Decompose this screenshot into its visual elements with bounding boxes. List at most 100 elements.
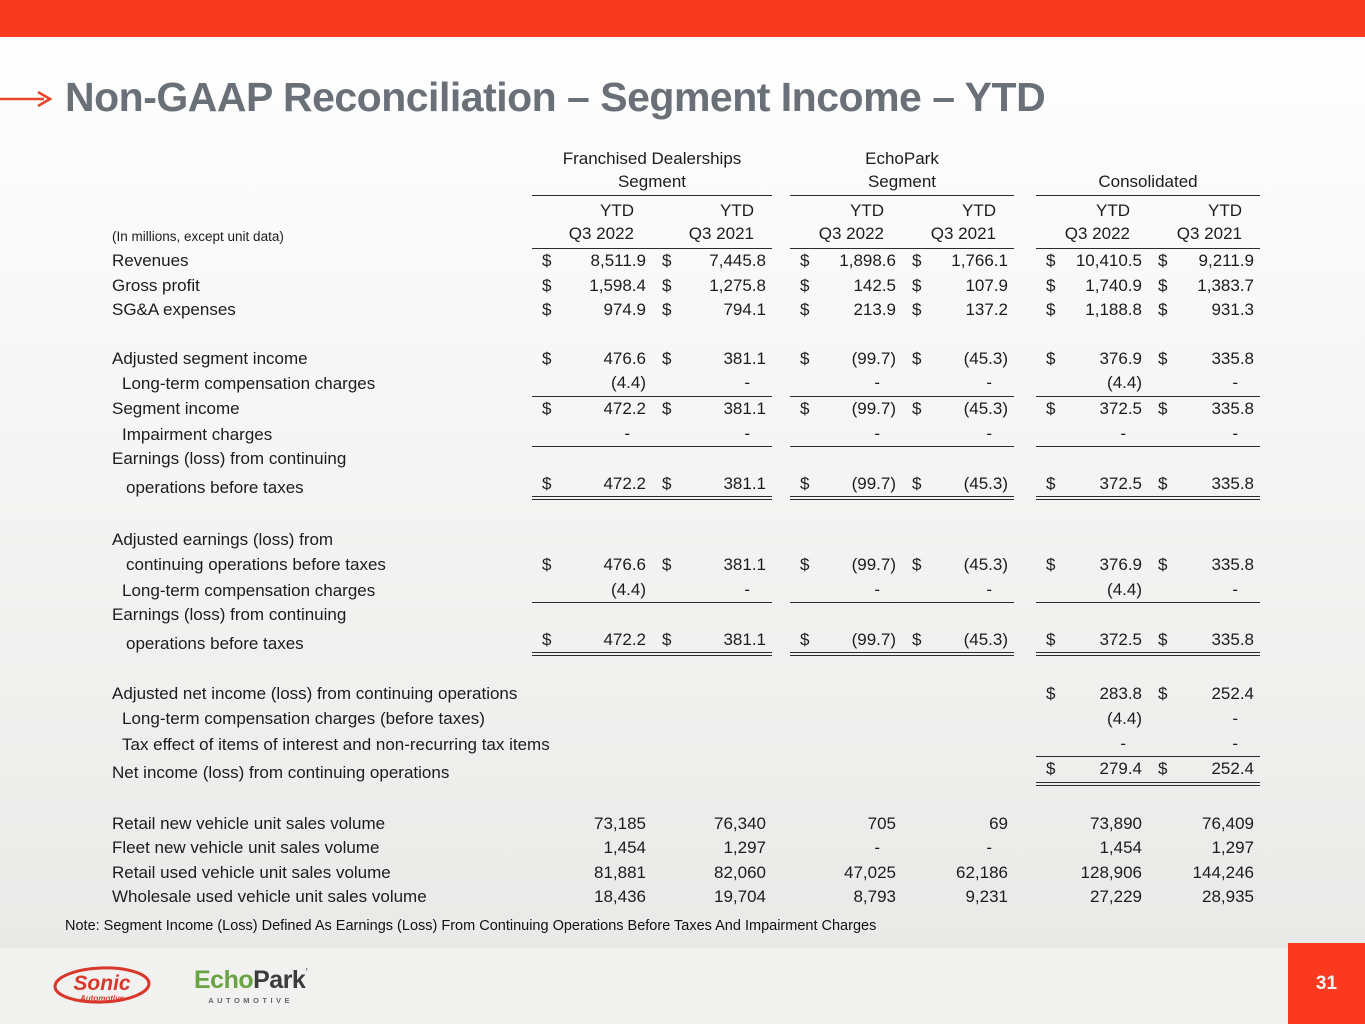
table-row: Adjusted earnings (loss) from: [112, 528, 1262, 553]
row-label: Wholesale used vehicle unit sales volume: [112, 887, 427, 907]
value-cell: $ (45.3): [912, 348, 1008, 368]
value-cell: 62,186: [956, 862, 1008, 882]
group-2-cells: $ (99.7) $ (45.3): [790, 397, 1014, 422]
table-header-groups: Franchised Dealerships Segment EchoPark …: [112, 145, 1262, 196]
value-cell: $376.9: [1046, 348, 1142, 368]
value-cell: $142.5: [800, 275, 896, 295]
period-cell: YTD: [1208, 201, 1242, 220]
table-row: Earnings (loss) from continuing: [112, 447, 1262, 472]
value-cell: $376.9: [1046, 554, 1142, 574]
group-2-cells: --: [790, 422, 1014, 448]
group-1-cells: (4.4) -: [532, 578, 772, 604]
value-cell: -: [874, 838, 880, 858]
value-cell: $1,766.1: [912, 251, 1008, 270]
group-1-cells: $1,598.4 $1,275.8: [532, 274, 772, 299]
group-header-franchised: Franchised Dealerships Segment: [532, 145, 772, 196]
units-note: (In millions, except unit data): [112, 229, 284, 244]
value-cell: (4.4): [1107, 579, 1142, 599]
group-1-cells: $476.6 $381.1: [532, 553, 772, 578]
table-row: Revenues $8,511.9 $7,445.8 $1,898.6 $1,766.1…: [112, 249, 1262, 274]
group-3-cells: 1,454 1,297: [1036, 836, 1260, 861]
value-cell: $1,740.9: [1046, 275, 1142, 295]
quarter-cell: Q3 2022: [568, 224, 634, 243]
group-2-cells: $142.5 $107.9: [790, 274, 1014, 299]
quarter-cell: Q3 2022: [1064, 224, 1130, 243]
row-label: Segment income: [112, 398, 240, 418]
group-3-cells: 27,229 28,935: [1036, 885, 1260, 910]
group-3-cells: $372.5 $335.8: [1036, 397, 1260, 422]
table-body: Revenues $8,511.9 $7,445.8 $1,898.6 $1,766.1…: [112, 249, 1262, 910]
value-cell: 9,231: [965, 887, 1008, 907]
value-cell: $476.6: [542, 554, 646, 574]
value-cell: $7,445.8: [662, 251, 766, 270]
group-title-line1: Franchised Dealerships: [562, 149, 742, 168]
value-cell: $1,898.6: [800, 251, 896, 270]
value-cell: -: [986, 838, 992, 858]
quarter-cell: Q3 2022: [818, 224, 884, 243]
footer-bar: Sonic Automotive EchoPark′ AUTOMOTIVE 31: [0, 943, 1365, 1024]
table-row: Long-term compensation charges (4.4) - - - (4…: [112, 371, 1262, 397]
table-row: Fleet new vehicle unit sales volume 1,454…: [112, 836, 1262, 861]
value-cell: $1,188.8: [1046, 300, 1142, 320]
row-label: operations before taxes: [126, 633, 304, 653]
group-header-consolidated: Consolidated: [1036, 145, 1260, 196]
value-cell: 1,297: [1211, 838, 1254, 858]
value-cell: $372.5: [1046, 398, 1142, 418]
row-label: operations before taxes: [126, 477, 304, 497]
value-cell: $381.1: [662, 554, 766, 574]
quarter-cells: Q3 2022 Q3 2021: [532, 222, 772, 249]
value-cell: 81,881: [594, 862, 646, 882]
period-cell: YTD: [850, 201, 884, 220]
value-cell: $472.2: [542, 398, 646, 418]
group-3-cells: $1,740.9 $1,383.7: [1036, 274, 1260, 299]
value-cell: $283.8: [1046, 684, 1142, 704]
period-cell: YTD: [720, 201, 754, 220]
group-3-cells: (4.4) -: [1036, 578, 1260, 604]
group-3-cells: 128,906 144,246: [1036, 861, 1260, 886]
value-cell: 73,890: [1090, 813, 1142, 833]
value-cell: $472.2: [542, 473, 646, 493]
quarter-cells: Q3 2022 Q3 2021: [1036, 222, 1260, 249]
period-cells: YTD YTD: [1036, 200, 1260, 222]
value-cell: 28,935: [1202, 887, 1254, 907]
table-row: Adjusted net income (loss) from continui…: [112, 682, 1262, 707]
value-cell: $1,383.7: [1158, 275, 1254, 295]
value-cell: -: [874, 423, 880, 443]
value-cell: $107.9: [912, 275, 1008, 295]
value-cell: (4.4): [611, 579, 646, 599]
sonic-automotive-logo: Sonic Automotive: [53, 966, 151, 1004]
value-cell: $335.8: [1158, 398, 1254, 418]
table-row: Retail used vehicle unit sales volume 81,…: [112, 861, 1262, 886]
value-cell: $137.2: [912, 300, 1008, 320]
group-2-cells: --: [790, 836, 1014, 861]
value-cell: -: [744, 579, 750, 599]
value-cell: $381.1: [662, 398, 766, 418]
quarter-cell: Q3 2021: [1176, 224, 1242, 243]
group-2-cells: $ (99.7) $ (45.3): [790, 472, 1014, 501]
group-1-cells: $472.2 $381.1: [532, 472, 772, 501]
table-row: Long-term compensation charges (before t…: [112, 707, 1262, 732]
value-cell: $252.4: [1158, 759, 1254, 779]
value-cell: $472.2: [542, 629, 646, 649]
group-title-line1: EchoPark: [865, 149, 939, 168]
row-label: Retail new vehicle unit sales volume: [112, 813, 386, 833]
value-cell: -: [1232, 373, 1238, 393]
table-row: operations before taxes $472.2 $381.1 $ (99.…: [112, 472, 1262, 501]
value-cell: $381.1: [662, 348, 766, 368]
table-row: Gross profit $1,598.4 $1,275.8 $142.5 $107.9…: [112, 274, 1262, 299]
value-cell: $335.8: [1158, 348, 1254, 368]
group-3-cells: --: [1036, 422, 1260, 448]
group-2-cells: 47,025 62,186: [790, 861, 1014, 886]
value-cell: 1,297: [723, 838, 766, 858]
value-cell: (4.4): [1107, 373, 1142, 393]
value-cell: $ (99.7): [800, 348, 896, 368]
group-3-cells: $372.5 $335.8: [1036, 472, 1260, 501]
value-cell: 73,185: [594, 813, 646, 833]
value-cell: 144,246: [1192, 862, 1254, 882]
top-accent-bar: [0, 0, 1365, 37]
row-label: Fleet new vehicle unit sales volume: [112, 838, 380, 858]
group-3-cells: $279.4 $252.4: [1036, 757, 1260, 786]
table-row: continuing operations before taxes $476.6…: [112, 553, 1262, 578]
group-3-cells: $1,188.8 $931.3: [1036, 298, 1260, 323]
value-cell: -: [874, 373, 880, 393]
